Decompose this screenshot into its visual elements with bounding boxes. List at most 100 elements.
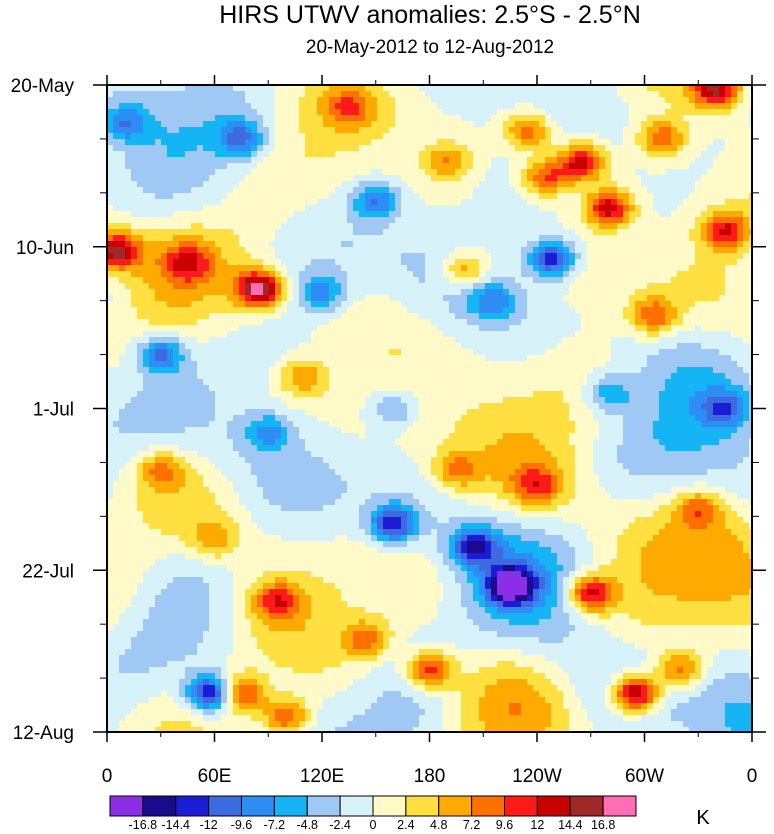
field-cell — [467, 91, 474, 98]
field-cell — [119, 109, 126, 116]
field-cell — [107, 205, 114, 212]
field-cell — [275, 223, 282, 230]
field-cell — [725, 139, 732, 146]
field-cell — [653, 175, 660, 182]
field-cell — [515, 109, 522, 116]
field-cell — [335, 97, 342, 104]
field-cell — [329, 157, 336, 164]
field-cell — [269, 85, 276, 92]
field-cell — [221, 193, 228, 200]
field-cell — [593, 283, 600, 290]
field-cell — [371, 199, 378, 206]
field-cell — [623, 271, 630, 278]
field-cell — [197, 307, 204, 314]
field-cell — [413, 349, 420, 356]
field-cell — [491, 313, 498, 320]
field-cell — [107, 181, 114, 188]
field-cell — [179, 175, 186, 182]
field-cell — [599, 349, 606, 356]
field-cell — [341, 169, 348, 176]
field-cell — [431, 229, 438, 236]
field-cell — [161, 187, 168, 194]
field-cell — [263, 139, 270, 146]
field-cell — [467, 355, 474, 362]
field-cell — [233, 103, 240, 110]
field-cell — [233, 91, 240, 98]
field-cell — [611, 139, 618, 146]
field-cell — [203, 343, 210, 350]
field-cell — [359, 211, 366, 218]
field-cell — [161, 145, 168, 152]
field-cell — [305, 127, 312, 134]
field-cell — [455, 157, 462, 164]
field-cell — [749, 277, 753, 284]
field-cell — [251, 229, 258, 236]
field-cell — [173, 127, 180, 134]
field-cell — [449, 295, 456, 302]
field-cell — [131, 109, 138, 116]
field-cell — [359, 175, 366, 182]
field-cell — [389, 349, 396, 356]
field-cell — [227, 115, 234, 122]
field-cell — [197, 109, 204, 116]
field-cell — [143, 193, 150, 200]
field-cell — [131, 115, 138, 122]
field-cell — [149, 259, 156, 266]
field-cell — [617, 193, 624, 200]
field-cell — [431, 115, 438, 122]
field-cell — [407, 307, 414, 314]
field-cell — [119, 217, 126, 224]
field-cell — [647, 313, 654, 320]
field-cell — [497, 91, 504, 98]
field-cell — [365, 145, 372, 152]
field-cell — [107, 169, 114, 176]
field-cell — [347, 205, 354, 212]
field-cell — [455, 271, 462, 278]
field-cell — [329, 103, 336, 110]
field-cell — [401, 319, 408, 326]
field-cell — [173, 97, 180, 104]
field-cell — [515, 307, 522, 314]
field-cell — [233, 115, 240, 122]
field-cell — [251, 277, 258, 284]
field-cell — [359, 97, 366, 104]
field-cell — [461, 97, 468, 104]
field-cell — [605, 169, 612, 176]
field-cell — [299, 295, 306, 302]
field-cell — [143, 163, 150, 170]
field-cell — [239, 319, 246, 326]
field-cell — [581, 247, 588, 254]
field-cell — [281, 145, 288, 152]
field-cell — [581, 103, 588, 110]
field-cell — [509, 181, 516, 188]
field-cell — [281, 343, 288, 350]
field-cell — [365, 235, 372, 242]
field-cell — [353, 157, 360, 164]
field-cell — [155, 103, 162, 110]
field-cell — [281, 91, 288, 98]
field-cell — [353, 247, 360, 254]
field-cell — [263, 109, 270, 116]
field-cell — [383, 163, 390, 170]
field-cell — [185, 127, 192, 134]
field-cell — [473, 223, 480, 230]
field-cell — [257, 235, 264, 242]
field-cell — [701, 265, 708, 272]
field-cell — [665, 193, 672, 200]
field-cell — [239, 265, 246, 272]
field-cell — [215, 289, 222, 296]
field-cell — [503, 217, 510, 224]
field-cell — [377, 229, 384, 236]
field-cell — [689, 121, 696, 128]
field-cell — [677, 289, 684, 296]
field-cell — [221, 181, 228, 188]
field-cell — [281, 277, 288, 284]
field-cell — [509, 187, 516, 194]
field-cell — [377, 133, 384, 140]
field-cell — [161, 151, 168, 158]
field-cell — [269, 283, 276, 290]
field-cell — [209, 157, 216, 164]
field-cell — [593, 223, 600, 230]
field-cell — [497, 325, 504, 332]
field-cell — [587, 157, 594, 164]
